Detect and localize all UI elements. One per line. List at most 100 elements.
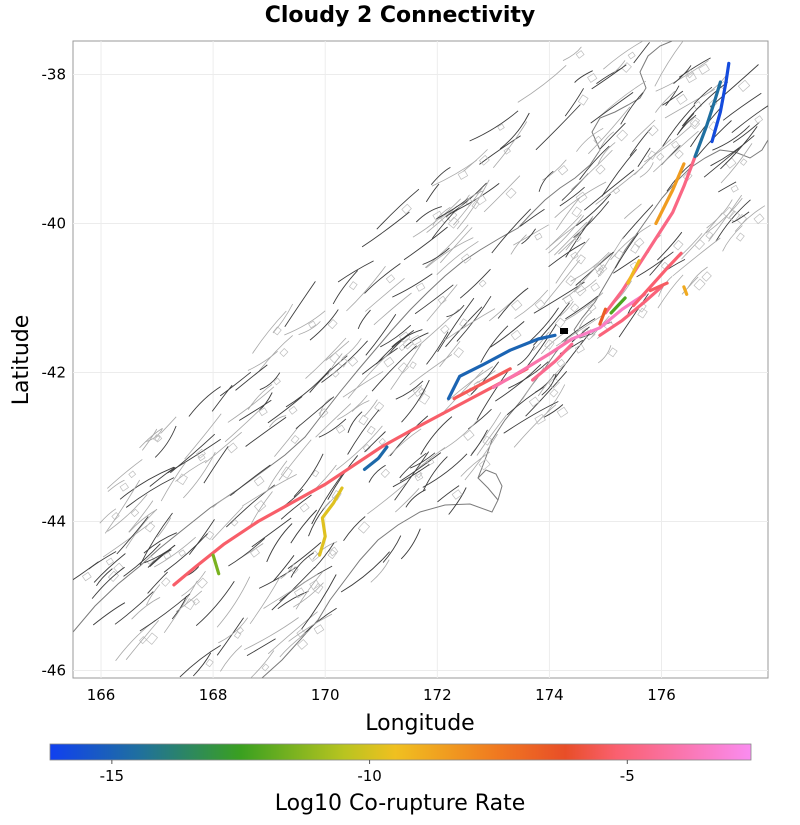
- fault-trace: [565, 295, 599, 320]
- fault-trace: [399, 452, 442, 482]
- fault-trace: [247, 350, 278, 371]
- fault-trace: [141, 428, 158, 451]
- fault-patch: [309, 579, 321, 590]
- y-axis-ticks: -38 -40 -42 -44 -46: [42, 66, 67, 680]
- fault-patch: [178, 549, 186, 557]
- x-axis-ticks: 166 168 170 172 174 176: [87, 686, 676, 704]
- fault-patch: [587, 303, 597, 313]
- fault-trace: [401, 379, 430, 423]
- fault-trace: [506, 386, 544, 416]
- fault-trace: [259, 372, 281, 391]
- banks-peninsula: [477, 469, 503, 501]
- fault-trace: [93, 553, 126, 583]
- rupture-line: [318, 486, 344, 557]
- rupture-line: [682, 285, 689, 296]
- fault-trace: [288, 613, 333, 642]
- rupture-line: [603, 154, 697, 315]
- fault-patch: [534, 299, 546, 310]
- fault-trace: [543, 404, 564, 418]
- fault-trace: [555, 197, 581, 231]
- fault-trace: [184, 413, 222, 460]
- fault-patch: [279, 348, 289, 357]
- fault-patch: [614, 249, 625, 260]
- fault-trace: [637, 147, 651, 168]
- fault-trace: [203, 446, 229, 484]
- fault-trace: [107, 459, 143, 489]
- fault-trace: [343, 516, 366, 541]
- rupture-line: [648, 281, 669, 293]
- fault-trace: [519, 208, 545, 227]
- fault-patch: [236, 626, 244, 635]
- fault-patch: [299, 502, 310, 513]
- rupture-line: [491, 337, 574, 389]
- fault-trace: [409, 354, 453, 386]
- fault-trace: [656, 231, 683, 261]
- fault-trace: [252, 310, 287, 354]
- fault-trace: [571, 326, 590, 343]
- fault-trace: [220, 645, 243, 672]
- fault-trace: [420, 416, 453, 455]
- fault-trace: [414, 309, 459, 350]
- fault-patch: [693, 278, 706, 291]
- fault-trace: [380, 324, 412, 348]
- fault-trace: [499, 112, 530, 150]
- fault-patch: [432, 210, 444, 222]
- fault-trace: [301, 574, 337, 630]
- fault-trace: [444, 308, 496, 341]
- fault-trace: [657, 274, 684, 309]
- fault-trace: [403, 332, 429, 349]
- fault-patch: [459, 318, 469, 328]
- fault-trace: [503, 401, 559, 434]
- fault-patch: [608, 347, 618, 358]
- fault-trace: [395, 488, 420, 513]
- fault-trace: [665, 85, 680, 106]
- rupture-line: [609, 296, 627, 315]
- fault-trace: [535, 104, 581, 151]
- fault-trace: [613, 255, 640, 274]
- fault-trace: [597, 142, 616, 166]
- x-tick-label: 174: [535, 686, 564, 704]
- fault-patch: [398, 343, 406, 352]
- fault-trace: [673, 65, 692, 85]
- fault-patch: [482, 435, 492, 446]
- fault-trace: [230, 464, 271, 497]
- fault-patch: [690, 119, 701, 130]
- fault-trace: [238, 399, 272, 421]
- fault-patch: [671, 140, 680, 149]
- fault-trace: [347, 409, 380, 455]
- fault-trace: [287, 542, 322, 569]
- fault-trace: [395, 380, 424, 400]
- map-layer: [73, 41, 768, 678]
- fault-trace: [147, 549, 172, 568]
- fault-trace: [610, 224, 651, 261]
- fault-patch: [410, 334, 422, 346]
- fault-patch: [385, 274, 396, 284]
- fault-patch: [437, 295, 447, 305]
- fault-trace: [365, 313, 397, 356]
- fault-patch: [447, 216, 460, 229]
- fault-trace: [361, 211, 410, 248]
- fault-patch: [497, 123, 505, 131]
- fault-trace: [722, 92, 762, 121]
- fault-trace: [445, 306, 483, 348]
- fault-sections: [73, 41, 768, 678]
- fault-trace: [280, 494, 312, 520]
- fault-trace: [267, 460, 288, 490]
- fault-patch: [596, 267, 605, 277]
- fault-trace: [305, 337, 347, 379]
- fault-trace: [532, 302, 570, 346]
- fault-patch: [451, 489, 463, 500]
- fault-patch: [335, 424, 346, 434]
- fault-trace: [708, 194, 743, 242]
- fault-patch: [575, 284, 587, 297]
- fault-patch: [130, 508, 140, 518]
- fault-trace: [143, 532, 177, 554]
- fault-trace: [677, 112, 695, 134]
- fault-trace: [573, 252, 612, 293]
- rupture-line: [531, 342, 574, 382]
- fault-trace: [513, 404, 557, 448]
- fault-trace: [439, 227, 473, 264]
- fault-patch: [674, 149, 684, 160]
- fault-patch: [534, 413, 546, 425]
- fault-patch: [332, 370, 340, 378]
